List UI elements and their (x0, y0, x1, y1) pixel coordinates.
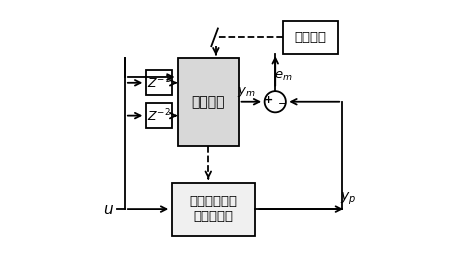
Bar (146, 103, 172, 128)
Bar (172, 183, 255, 236)
Text: $-$: $-$ (277, 97, 287, 107)
Text: $Z^{-1}$: $Z^{-1}$ (147, 74, 171, 91)
Text: +: + (264, 95, 273, 105)
Text: 神经网络: 神经网络 (191, 95, 225, 109)
Bar (146, 70, 172, 96)
Circle shape (265, 91, 286, 112)
Text: $e_m$: $e_m$ (274, 69, 292, 83)
Text: $Z^{-2}$: $Z^{-2}$ (147, 107, 171, 124)
Text: 磁控形状记忆
合金执行器: 磁控形状记忆 合金执行器 (189, 195, 237, 223)
Bar (178, 58, 239, 146)
Text: $u$: $u$ (103, 202, 114, 217)
Text: 训练算法: 训练算法 (295, 31, 327, 44)
Text: $y_p$: $y_p$ (340, 191, 356, 207)
Text: $y_m$: $y_m$ (238, 85, 256, 99)
Bar (283, 21, 338, 54)
